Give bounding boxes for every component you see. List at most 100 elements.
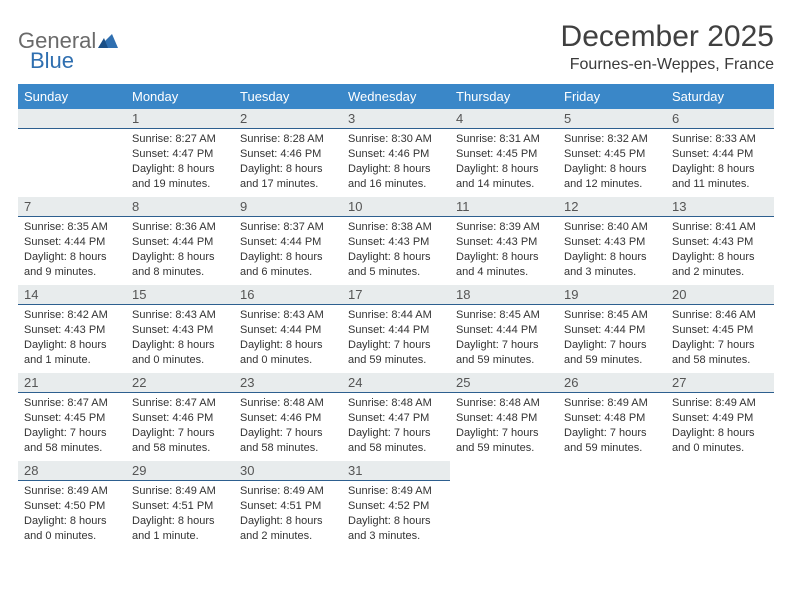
daylight-text: Daylight: 7 hours and 58 minutes. [672, 338, 768, 368]
day-number: 28 [18, 461, 126, 481]
day-number: 19 [558, 285, 666, 305]
sunset-text: Sunset: 4:43 PM [24, 323, 120, 338]
calendar-cell: 5Sunrise: 8:32 AMSunset: 4:45 PMDaylight… [558, 109, 666, 197]
day-details: Sunrise: 8:37 AMSunset: 4:44 PMDaylight:… [234, 217, 342, 283]
sunrise-text: Sunrise: 8:41 AM [672, 220, 768, 235]
calendar-cell: 20Sunrise: 8:46 AMSunset: 4:45 PMDayligh… [666, 285, 774, 373]
calendar-cell: 28Sunrise: 8:49 AMSunset: 4:50 PMDayligh… [18, 461, 126, 549]
calendar-cell: 12Sunrise: 8:40 AMSunset: 4:43 PMDayligh… [558, 197, 666, 285]
calendar-week-row: 28Sunrise: 8:49 AMSunset: 4:50 PMDayligh… [18, 461, 774, 549]
day-number: 4 [450, 109, 558, 129]
day-number: 5 [558, 109, 666, 129]
logo-line2: Blue [30, 48, 74, 74]
daylight-text: Daylight: 8 hours and 2 minutes. [240, 514, 336, 544]
calendar-cell: 7Sunrise: 8:35 AMSunset: 4:44 PMDaylight… [18, 197, 126, 285]
weekday-header: Saturday [666, 84, 774, 109]
daylight-text: Daylight: 8 hours and 11 minutes. [672, 162, 768, 192]
day-number: 10 [342, 197, 450, 217]
weekday-header: Thursday [450, 84, 558, 109]
sunrise-text: Sunrise: 8:46 AM [672, 308, 768, 323]
day-number: 2 [234, 109, 342, 129]
daylight-text: Daylight: 7 hours and 58 minutes. [348, 426, 444, 456]
day-details: Sunrise: 8:48 AMSunset: 4:48 PMDaylight:… [450, 393, 558, 459]
sunrise-text: Sunrise: 8:31 AM [456, 132, 552, 147]
calendar-cell: 4 Sunrise: 8:31 AMSunset: 4:45 PMDaylight… [450, 109, 558, 197]
day-number: 1 [126, 109, 234, 129]
sunset-text: Sunset: 4:45 PM [456, 147, 552, 162]
sunset-text: Sunset: 4:48 PM [456, 411, 552, 426]
sunrise-text: Sunrise: 8:49 AM [672, 396, 768, 411]
daylight-text: Daylight: 8 hours and 14 minutes. [456, 162, 552, 192]
calendar-week-row: 1Sunrise: 8:27 AMSunset: 4:47 PMDaylight… [18, 109, 774, 197]
day-details: Sunrise: 8:40 AMSunset: 4:43 PMDaylight:… [558, 217, 666, 283]
sunrise-text: Sunrise: 8:47 AM [132, 396, 228, 411]
weekday-header: Wednesday [342, 84, 450, 109]
daylight-text: Daylight: 8 hours and 2 minutes. [672, 250, 768, 280]
day-details: Sunrise: 8:39 AMSunset: 4:43 PMDaylight:… [450, 217, 558, 283]
day-details: Sunrise: 8:47 AMSunset: 4:46 PMDaylight:… [126, 393, 234, 459]
sunset-text: Sunset: 4:48 PM [564, 411, 660, 426]
daylight-text: Daylight: 8 hours and 19 minutes. [132, 162, 228, 192]
header: General December 2025 Fournes-en-Weppes,… [18, 20, 774, 78]
calendar-cell: 25Sunrise: 8:48 AMSunset: 4:48 PMDayligh… [450, 373, 558, 461]
sunrise-text: Sunrise: 8:49 AM [24, 484, 120, 499]
daylight-text: Daylight: 8 hours and 0 minutes. [240, 338, 336, 368]
day-details: Sunrise: 8:48 AMSunset: 4:46 PMDaylight:… [234, 393, 342, 459]
sunset-text: Sunset: 4:44 PM [240, 235, 336, 250]
sunset-text: Sunset: 4:44 PM [672, 147, 768, 162]
sunrise-text: Sunrise: 8:39 AM [456, 220, 552, 235]
calendar-cell: 31Sunrise: 8:49 AMSunset: 4:52 PMDayligh… [342, 461, 450, 549]
day-details: Sunrise: 8:49 AMSunset: 4:51 PMDaylight:… [126, 481, 234, 547]
weekday-header: Friday [558, 84, 666, 109]
day-details: Sunrise: 8:28 AMSunset: 4:46 PMDaylight:… [234, 129, 342, 195]
sunrise-text: Sunrise: 8:32 AM [564, 132, 660, 147]
day-details: Sunrise: 8:44 AMSunset: 4:44 PMDaylight:… [342, 305, 450, 371]
calendar-cell: 18Sunrise: 8:45 AMSunset: 4:44 PMDayligh… [450, 285, 558, 373]
calendar-week-row: 7Sunrise: 8:35 AMSunset: 4:44 PMDaylight… [18, 197, 774, 285]
sunrise-text: Sunrise: 8:30 AM [348, 132, 444, 147]
sunset-text: Sunset: 4:51 PM [240, 499, 336, 514]
day-number: 29 [126, 461, 234, 481]
calendar-cell [450, 461, 558, 549]
day-details: Sunrise: 8:49 AMSunset: 4:48 PMDaylight:… [558, 393, 666, 459]
day-number: 14 [18, 285, 126, 305]
day-number: 31 [342, 461, 450, 481]
day-number: 9 [234, 197, 342, 217]
day-details: Sunrise: 8:27 AMSunset: 4:47 PMDaylight:… [126, 129, 234, 195]
weekday-header: Tuesday [234, 84, 342, 109]
daylight-text: Daylight: 7 hours and 59 minutes. [456, 338, 552, 368]
day-number: 27 [666, 373, 774, 393]
day-details: Sunrise: 8:49 AMSunset: 4:50 PMDaylight:… [18, 481, 126, 547]
daylight-text: Daylight: 7 hours and 59 minutes. [564, 338, 660, 368]
day-details: Sunrise: 8:43 AMSunset: 4:43 PMDaylight:… [126, 305, 234, 371]
calendar-cell: 22Sunrise: 8:47 AMSunset: 4:46 PMDayligh… [126, 373, 234, 461]
day-details: Sunrise: 8:49 AMSunset: 4:51 PMDaylight:… [234, 481, 342, 547]
sunset-text: Sunset: 4:45 PM [24, 411, 120, 426]
calendar-cell: 19Sunrise: 8:45 AMSunset: 4:44 PMDayligh… [558, 285, 666, 373]
sunrise-text: Sunrise: 8:27 AM [132, 132, 228, 147]
day-details: Sunrise: 8:41 AMSunset: 4:43 PMDaylight:… [666, 217, 774, 283]
calendar-cell: 1Sunrise: 8:27 AMSunset: 4:47 PMDaylight… [126, 109, 234, 197]
day-number: 11 [450, 197, 558, 217]
daylight-text: Daylight: 8 hours and 0 minutes. [24, 514, 120, 544]
sunset-text: Sunset: 4:47 PM [348, 411, 444, 426]
calendar-cell: 26Sunrise: 8:49 AMSunset: 4:48 PMDayligh… [558, 373, 666, 461]
day-number: 17 [342, 285, 450, 305]
day-number: 8 [126, 197, 234, 217]
daylight-text: Daylight: 7 hours and 58 minutes. [240, 426, 336, 456]
sunset-text: Sunset: 4:50 PM [24, 499, 120, 514]
calendar-cell: 14Sunrise: 8:42 AMSunset: 4:43 PMDayligh… [18, 285, 126, 373]
day-number: 26 [558, 373, 666, 393]
sunset-text: Sunset: 4:44 PM [240, 323, 336, 338]
calendar-cell: 13Sunrise: 8:41 AMSunset: 4:43 PMDayligh… [666, 197, 774, 285]
day-number: 7 [18, 197, 126, 217]
day-number: 18 [450, 285, 558, 305]
location-label: Fournes-en-Weppes, France [561, 56, 774, 74]
sunset-text: Sunset: 4:46 PM [240, 147, 336, 162]
daylight-text: Daylight: 8 hours and 6 minutes. [240, 250, 336, 280]
calendar-cell: 10Sunrise: 8:38 AMSunset: 4:43 PMDayligh… [342, 197, 450, 285]
calendar-week-row: 14Sunrise: 8:42 AMSunset: 4:43 PMDayligh… [18, 285, 774, 373]
day-details: Sunrise: 8:45 AMSunset: 4:44 PMDaylight:… [450, 305, 558, 371]
calendar-cell: 15Sunrise: 8:43 AMSunset: 4:43 PMDayligh… [126, 285, 234, 373]
calendar-cell: 17Sunrise: 8:44 AMSunset: 4:44 PMDayligh… [342, 285, 450, 373]
